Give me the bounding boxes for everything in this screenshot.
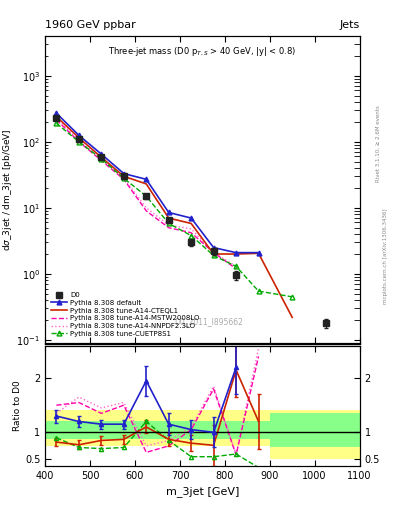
Text: D0_2011_I895662: D0_2011_I895662: [174, 317, 243, 326]
Text: Jets: Jets: [339, 19, 360, 30]
Legend: D0, Pythia 8.308 default, Pythia 8.308 tune-A14-CTEQL1, Pythia 8.308 tune-A14-MS: D0, Pythia 8.308 default, Pythia 8.308 t…: [49, 289, 202, 339]
Text: 1960 GeV ppbar: 1960 GeV ppbar: [45, 19, 136, 30]
Y-axis label: d$\sigma$_3jet / dm_3jet [pb/GeV]: d$\sigma$_3jet / dm_3jet [pb/GeV]: [1, 128, 14, 251]
Text: Three-jet mass (D0 p$_{T,S}$ > 40 GeV, |y| < 0.8): Three-jet mass (D0 p$_{T,S}$ > 40 GeV, |…: [108, 45, 296, 58]
Text: Rivet 3.1.10, ≥ 2.6M events: Rivet 3.1.10, ≥ 2.6M events: [375, 105, 380, 182]
Y-axis label: Ratio to D0: Ratio to D0: [13, 380, 22, 431]
Text: mcplots.cern.ch [arXiv:1306.3436]: mcplots.cern.ch [arXiv:1306.3436]: [383, 208, 388, 304]
X-axis label: m_3jet [GeV]: m_3jet [GeV]: [166, 486, 239, 497]
